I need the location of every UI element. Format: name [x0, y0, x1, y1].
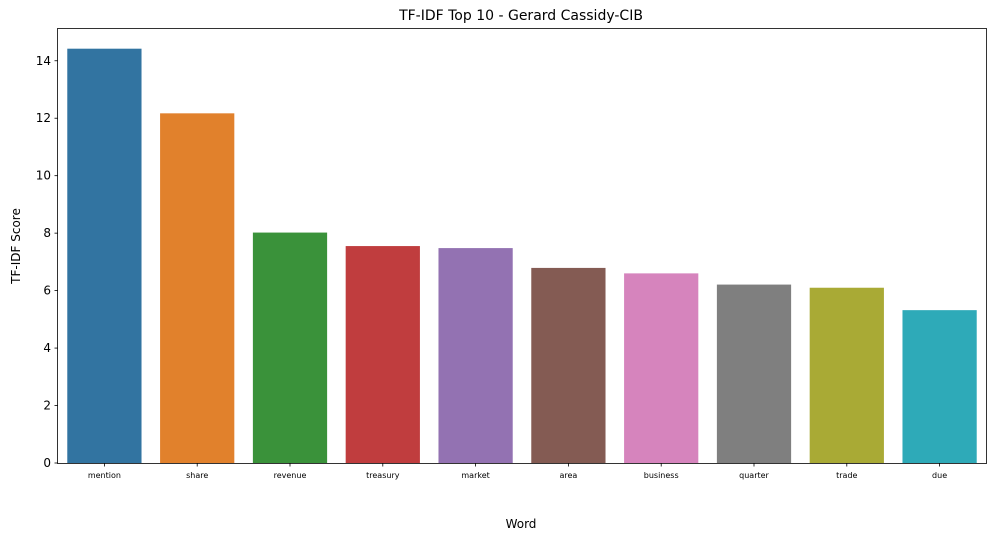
x-tick-label: quarter [739, 471, 769, 480]
x-tick-label: business [644, 471, 679, 480]
x-tick-label: treasury [366, 471, 400, 480]
bar-trade [809, 287, 884, 463]
bar-share [160, 113, 235, 463]
bars [67, 48, 977, 463]
y-tick-label: 12 [36, 111, 51, 125]
y-axis-ticks: 0 2 4 6 8 10 12 14 [36, 54, 58, 470]
bar-revenue [252, 232, 328, 463]
plot-frame [57, 28, 987, 464]
y-tick-label: 2 [43, 399, 51, 413]
x-tick-label: due [932, 471, 947, 480]
x-tick-label: area [559, 471, 577, 480]
y-axis-label: TF-IDF Score [9, 208, 23, 285]
x-tick-label: market [461, 471, 489, 480]
x-tick-label: share [186, 471, 208, 480]
y-tick-label: 4 [43, 341, 51, 355]
chart-title: TF-IDF Top 10 - Gerard Cassidy-CIB [398, 8, 643, 24]
bar-market [438, 248, 513, 463]
x-tick-label: revenue [274, 471, 307, 480]
y-tick-label: 6 [43, 284, 51, 298]
x-tick-label: mention [88, 471, 121, 480]
x-axis-ticks: mention share revenue treasury market area bus… [88, 463, 947, 480]
bar-quarter [716, 284, 792, 463]
bar-due [902, 310, 977, 463]
y-tick-label: 0 [43, 456, 51, 470]
x-axis-label: Word [506, 517, 537, 531]
bar-business [624, 273, 699, 463]
y-tick-label: 8 [43, 226, 51, 240]
bar-mention [67, 48, 142, 463]
y-tick-label: 10 [36, 169, 51, 183]
bar-treasury [345, 246, 420, 463]
bar-area [531, 267, 606, 463]
y-tick-label: 14 [36, 54, 51, 68]
x-tick-label: trade [836, 471, 857, 480]
